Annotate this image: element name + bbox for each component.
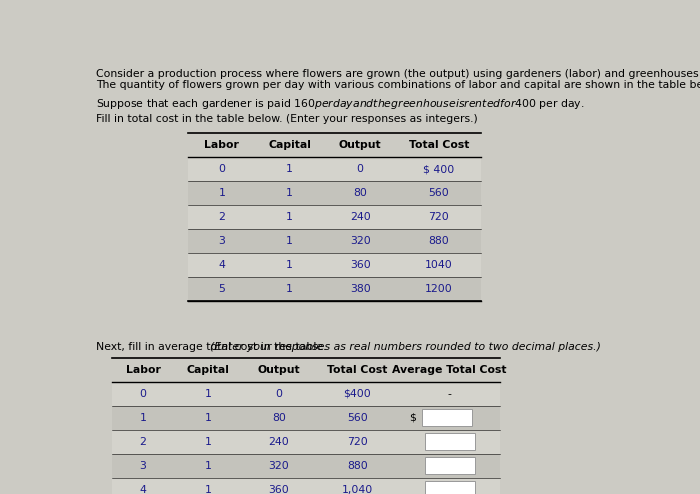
Text: 1: 1: [286, 188, 293, 199]
Text: Capital: Capital: [268, 140, 311, 151]
Bar: [188, 206, 481, 229]
Text: 1: 1: [286, 212, 293, 222]
Text: 320: 320: [350, 236, 370, 247]
Text: 1,040: 1,040: [342, 485, 373, 494]
Text: 2: 2: [140, 437, 146, 447]
Text: 5: 5: [218, 284, 225, 294]
Bar: [188, 181, 481, 206]
Text: 320: 320: [268, 461, 289, 471]
Text: 360: 360: [350, 260, 370, 270]
Text: The quantity of flowers grown per day with various combinations of labor and cap: The quantity of flowers grown per day wi…: [96, 80, 700, 90]
Text: $400: $400: [344, 389, 371, 399]
Bar: [188, 158, 481, 181]
Bar: [424, 457, 475, 474]
Text: 1: 1: [205, 485, 211, 494]
Text: 240: 240: [268, 437, 289, 447]
Text: 1200: 1200: [425, 284, 453, 294]
Bar: [188, 229, 481, 253]
Text: 2: 2: [218, 212, 225, 222]
Text: 880: 880: [347, 461, 368, 471]
Text: 0: 0: [356, 165, 363, 174]
Text: 3: 3: [218, 236, 225, 247]
Bar: [112, 453, 500, 478]
Text: Capital: Capital: [187, 365, 230, 375]
Text: 1: 1: [205, 437, 211, 447]
Text: Total Cost: Total Cost: [409, 140, 469, 151]
Bar: [112, 478, 500, 494]
Text: 1: 1: [286, 284, 293, 294]
Text: 0: 0: [139, 389, 146, 399]
Text: 3: 3: [140, 461, 146, 471]
Bar: [424, 481, 475, 494]
Bar: [424, 433, 475, 451]
Text: 4: 4: [140, 485, 146, 494]
Text: 360: 360: [268, 485, 289, 494]
Text: Total Cost: Total Cost: [327, 365, 388, 375]
Text: Labor: Labor: [126, 365, 160, 375]
Bar: [188, 253, 481, 277]
Text: $ 400: $ 400: [423, 165, 454, 174]
Text: 380: 380: [350, 284, 370, 294]
Text: Consider a production process where flowers are grown (the output) using gardene: Consider a production process where flow…: [96, 69, 700, 79]
Text: Output: Output: [339, 140, 382, 151]
Text: 1: 1: [286, 236, 293, 247]
Bar: [188, 277, 481, 301]
Text: 0: 0: [218, 165, 225, 174]
Text: 1: 1: [205, 389, 211, 399]
Text: 560: 560: [428, 188, 449, 199]
Text: Labor: Labor: [204, 140, 239, 151]
Text: 4: 4: [218, 260, 225, 270]
Text: Fill in total cost in the table below. (Enter your responses as integers.): Fill in total cost in the table below. (…: [96, 115, 477, 124]
Text: 1: 1: [286, 260, 293, 270]
Bar: [112, 430, 500, 453]
Text: 560: 560: [347, 413, 368, 423]
Text: Next, fill in average total cost in the table.: Next, fill in average total cost in the …: [96, 341, 330, 352]
Bar: [421, 409, 472, 426]
Text: Average Total Cost: Average Total Cost: [393, 365, 507, 375]
Text: 1: 1: [205, 413, 211, 423]
Text: 80: 80: [354, 188, 367, 199]
Text: 0: 0: [275, 389, 282, 399]
Text: 1: 1: [286, 165, 293, 174]
Text: 1: 1: [205, 461, 211, 471]
Text: 720: 720: [347, 437, 368, 447]
Text: -: -: [448, 389, 452, 399]
Text: 1: 1: [218, 188, 225, 199]
Bar: [112, 382, 500, 406]
Text: 720: 720: [428, 212, 449, 222]
Text: 80: 80: [272, 413, 286, 423]
Text: Output: Output: [258, 365, 300, 375]
Text: (Enter your responses as real numbers rounded to two decimal places.): (Enter your responses as real numbers ro…: [211, 341, 601, 352]
Text: 240: 240: [350, 212, 370, 222]
Text: 1: 1: [140, 413, 146, 423]
Bar: [112, 406, 500, 430]
Text: $: $: [410, 413, 416, 423]
Text: 880: 880: [428, 236, 449, 247]
Text: 1040: 1040: [425, 260, 453, 270]
Text: Suppose that each gardener is paid $160 per day and the greenhouse is rented for: Suppose that each gardener is paid $160 …: [96, 97, 584, 111]
